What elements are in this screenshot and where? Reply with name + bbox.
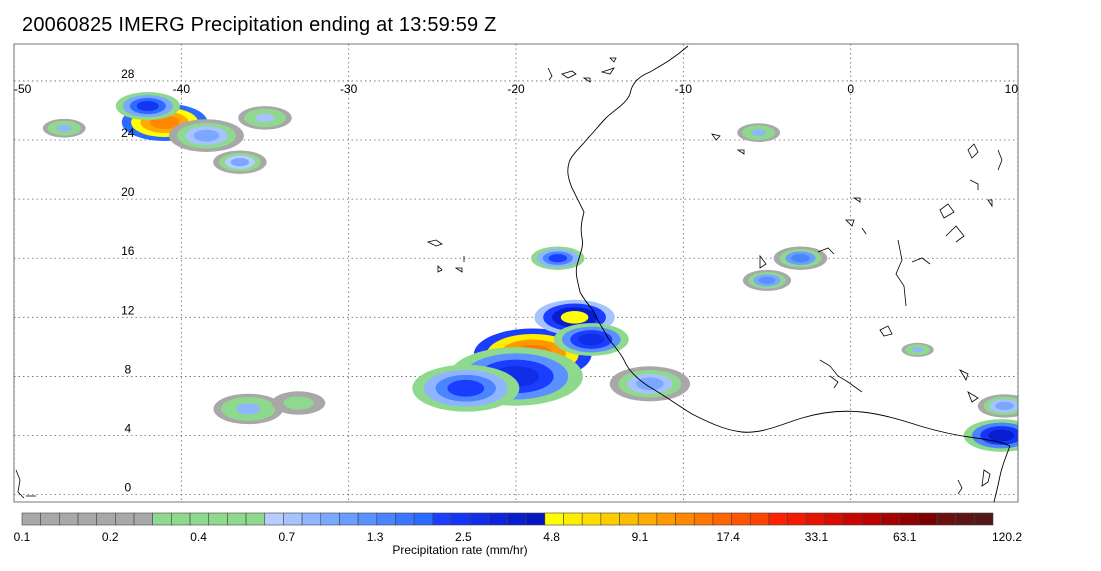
gulf-of-guinea-coast <box>993 445 1011 502</box>
precip-cell <box>289 398 308 408</box>
precip-cell <box>236 403 261 415</box>
lat-tick-label: 16 <box>121 244 135 258</box>
lon-tick-label: -10 <box>675 82 693 96</box>
colorbar-tick-label: 4.8 <box>543 530 560 544</box>
precip-cell <box>636 377 664 391</box>
lon-tick-label: -40 <box>173 82 191 96</box>
colorbar-tick-label: 1.3 <box>367 530 384 544</box>
longitude-labels: -50 -40 -30 -20 -10 0 10 <box>14 82 1018 96</box>
precip-cell <box>995 401 1014 411</box>
precip-cell <box>56 124 72 132</box>
precip-cell <box>758 276 776 285</box>
precip-cell <box>230 158 250 167</box>
africa-west-coast <box>567 45 1011 447</box>
lon-tick-label: 10 <box>1005 82 1019 96</box>
lat-tick-label: 8 <box>124 362 131 376</box>
precip-cell <box>560 311 589 324</box>
precip-cell <box>751 129 766 136</box>
colorbar-tick-label: 0.4 <box>190 530 207 544</box>
colorbar-tick-label: 33.1 <box>805 530 829 544</box>
colorbar-tick-label: 0.7 <box>278 530 295 544</box>
lat-tick-label: 20 <box>121 185 135 199</box>
lat-tick-label: 4 <box>124 422 131 436</box>
precip-cell <box>791 254 810 263</box>
lon-tick-label: -50 <box>14 82 32 96</box>
latitude-labels: 28 24 20 16 12 8 4 0 <box>121 67 135 495</box>
map-frame <box>13 43 1019 503</box>
precipitation-field <box>42 91 1018 452</box>
inland-water-bodies <box>15 57 1003 499</box>
colorbar-tick-label: 0.1 <box>14 530 31 544</box>
colorbar-tick-label: 120.2 <box>992 530 1022 544</box>
precip-cell <box>912 347 924 353</box>
colorbar-label: Precipitation rate (mm/hr) <box>392 543 527 557</box>
colorbar-tick-label: 9.1 <box>632 530 649 544</box>
map-title: 20060825 IMERG Precipitation ending at 1… <box>22 14 497 36</box>
precip-cell <box>255 113 275 123</box>
lat-tick-label: 24 <box>121 126 135 140</box>
lat-tick-label: 0 <box>124 481 131 495</box>
coastline <box>15 45 1011 502</box>
lat-tick-label: 12 <box>121 303 135 317</box>
precipitation-map: -50 -40 -30 -20 -10 0 10 28 24 20 16 12 8 4 0 <box>13 43 1019 503</box>
precip-cell <box>578 333 605 346</box>
precip-cell <box>988 429 1015 442</box>
precip-cell <box>193 129 220 142</box>
lat-tick-label: 28 <box>121 67 135 81</box>
precip-cell <box>136 101 159 112</box>
lon-tick-label: -30 <box>340 82 358 96</box>
colorbar-tick-label: 0.2 <box>102 530 119 544</box>
precip-cell <box>447 379 485 397</box>
colorbar-tick-label: 63.1 <box>893 530 917 544</box>
lon-tick-label: 0 <box>847 82 854 96</box>
colorbar-tick-labels: 0.1 0.2 0.4 0.7 1.3 2.5 4.8 9.1 17.4 33.1 63.1 120.… <box>14 530 1023 544</box>
colorbar-tick-label: 2.5 <box>455 530 472 544</box>
precip-cell <box>548 254 568 263</box>
colorbar-tick-label: 17.4 <box>717 530 741 544</box>
lon-tick-label: -20 <box>507 82 525 96</box>
